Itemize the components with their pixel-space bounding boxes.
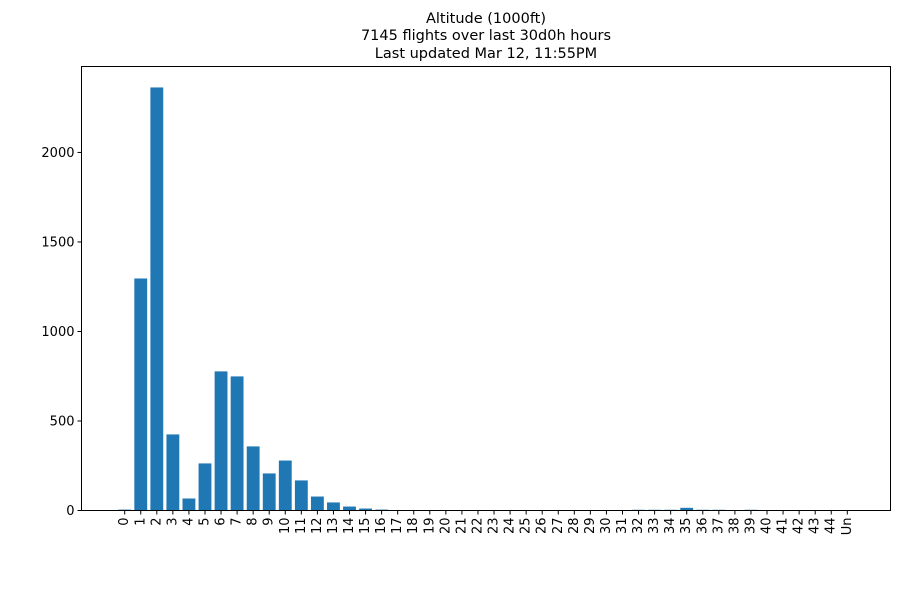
bar-1: [134, 278, 148, 511]
x-tick-label: 4: [181, 518, 196, 526]
bar-6: [214, 371, 228, 511]
x-tick-label: 8: [246, 518, 261, 526]
bar-13: [327, 502, 340, 511]
y-tick-label: 1500: [41, 235, 74, 250]
x-tick-label: 24: [503, 518, 518, 535]
y-tick-label: 1000: [41, 325, 74, 340]
x-tick-label: 19: [422, 518, 437, 535]
bar-9: [262, 473, 276, 511]
bars-group: [118, 87, 758, 511]
x-tick-label: 30: [599, 518, 614, 535]
x-tick-label: 10: [278, 518, 293, 535]
x-tick-label: 14: [342, 518, 357, 535]
x-tick-label: 40: [760, 518, 775, 535]
x-tick-label: 2: [149, 518, 164, 526]
x-tick-label: 23: [487, 518, 502, 535]
bar-3: [166, 434, 180, 511]
x-tick-label: 16: [374, 518, 389, 535]
bar-11: [294, 480, 308, 511]
x-tick-label: 37: [711, 518, 726, 535]
x-tick-label: 32: [631, 518, 646, 535]
x-tick-label: 31: [615, 518, 630, 535]
bar-7: [230, 376, 244, 511]
y-axis-ticks: 0 500 1000 1500 2000: [41, 146, 82, 519]
chart-title-line-1: Altitude (1000ft): [426, 11, 546, 27]
x-tick-label: 3: [165, 518, 180, 526]
x-tick-label: 17: [390, 518, 405, 535]
x-axis-ticks: 0 1 2 3 4 5 6 7 8 9 10 11 12 13 14 15 16 17 18 19 20 21 22 23 24…: [117, 510, 855, 536]
x-tick-label: 29: [583, 518, 598, 535]
x-tick-label: 33: [647, 518, 662, 535]
x-tick-label: 15: [358, 518, 373, 535]
x-tick-label: 43: [808, 518, 823, 535]
x-tick-label: 25: [519, 518, 534, 535]
x-tick-label: 11: [294, 518, 309, 535]
x-tick-label: 42: [792, 518, 807, 535]
bar-14: [343, 506, 356, 511]
x-tick-label: 18: [406, 518, 421, 535]
x-tick-label: 34: [663, 518, 678, 535]
x-tick-label: 27: [551, 518, 566, 535]
y-tick-label: 500: [50, 414, 75, 429]
x-tick-label: 13: [326, 518, 341, 535]
x-tick-label: 1: [133, 518, 148, 526]
x-tick-label: 21: [454, 518, 469, 535]
x-tick-label: 44: [824, 518, 839, 535]
x-tick-label: 0: [117, 518, 132, 526]
chart-title-line-3: Last updated Mar 12, 11:55PM: [375, 46, 597, 62]
x-tick-label: 41: [776, 518, 791, 535]
bar-10: [278, 460, 292, 511]
x-tick-label: 20: [438, 518, 453, 535]
bar-15: [359, 508, 372, 511]
x-tick-label: 38: [727, 518, 742, 535]
bar-4: [182, 498, 196, 511]
y-tick-label: 0: [66, 504, 74, 519]
x-tick-label: 9: [262, 518, 277, 526]
x-tick-label: 22: [470, 518, 485, 535]
bar-5: [198, 463, 212, 511]
y-tick-label: 2000: [41, 146, 74, 161]
x-tick-label: 28: [567, 518, 582, 535]
bar-2: [150, 87, 164, 511]
bar-35: [680, 507, 694, 511]
x-tick-label: 39: [743, 518, 758, 535]
bar-8: [246, 446, 260, 511]
plot-frame: [81, 66, 891, 511]
x-tick-label: 6: [214, 518, 229, 526]
x-tick-label: 7: [230, 518, 245, 526]
x-tick-label: Un: [840, 518, 855, 536]
x-tick-label: 35: [679, 518, 694, 535]
chart-title-line-2: 7145 flights over last 30d0h hours: [361, 28, 611, 44]
x-tick-label: 12: [310, 518, 325, 535]
x-tick-label: 36: [695, 518, 710, 535]
x-tick-label: 5: [197, 518, 212, 526]
x-tick-label: 26: [535, 518, 550, 535]
bar-12: [310, 496, 324, 511]
